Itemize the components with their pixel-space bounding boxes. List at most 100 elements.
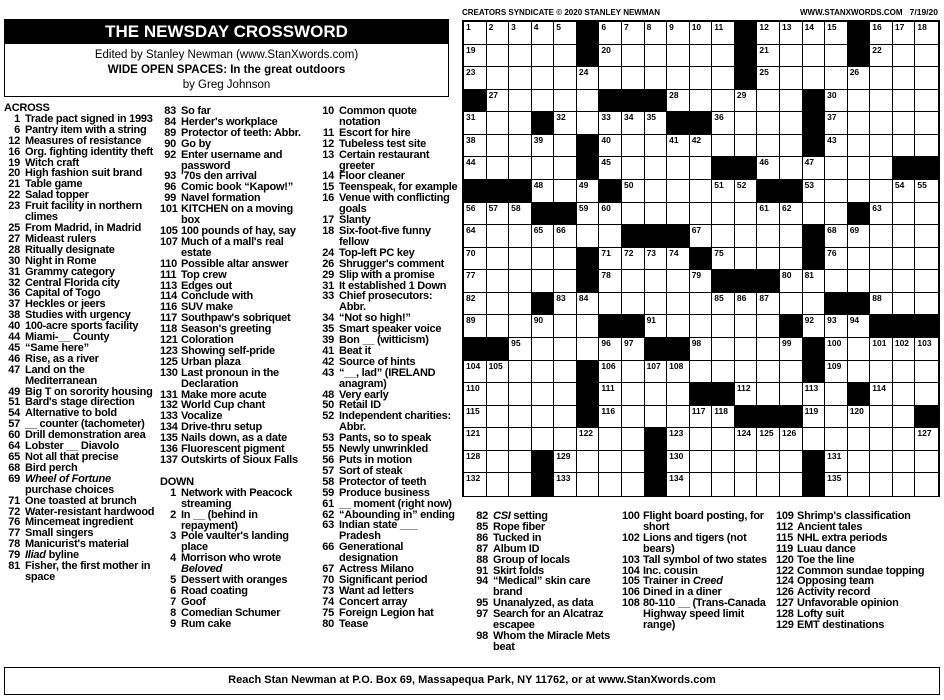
grid-cell[interactable]: 14 xyxy=(801,21,827,46)
grid-cell[interactable] xyxy=(711,314,736,339)
grid-cell[interactable] xyxy=(779,382,804,407)
grid-cell[interactable]: 116 xyxy=(598,404,623,430)
grid-cell[interactable] xyxy=(914,133,939,159)
grid-cell[interactable]: 49 xyxy=(575,179,601,204)
grid-cell[interactable] xyxy=(869,88,894,114)
grid-cell[interactable]: 2 xyxy=(485,21,511,46)
grid-cell[interactable] xyxy=(598,472,623,497)
grid-cell[interactable] xyxy=(891,427,917,452)
grid-cell[interactable] xyxy=(666,382,691,407)
grid-cell[interactable]: 1 xyxy=(463,21,488,46)
grid-cell[interactable]: 77 xyxy=(463,269,488,294)
grid-cell[interactable] xyxy=(553,359,578,385)
grid-cell[interactable] xyxy=(688,291,714,317)
grid-cell[interactable] xyxy=(711,133,736,159)
grid-cell[interactable]: 53 xyxy=(801,179,827,204)
grid-cell[interactable]: 132 xyxy=(463,472,488,497)
grid-cell[interactable] xyxy=(598,427,623,452)
grid-cell[interactable] xyxy=(643,269,669,294)
grid-cell[interactable] xyxy=(891,66,917,91)
grid-cell[interactable] xyxy=(733,337,759,362)
grid-cell[interactable] xyxy=(914,111,939,136)
grid-cell[interactable] xyxy=(779,156,804,181)
grid-cell[interactable] xyxy=(779,88,804,114)
grid-cell[interactable] xyxy=(824,179,849,204)
grid-cell[interactable]: 10 xyxy=(688,21,714,46)
grid-cell[interactable] xyxy=(666,66,691,91)
grid-cell[interactable] xyxy=(779,43,804,69)
grid-cell[interactable] xyxy=(711,337,736,362)
grid-cell[interactable] xyxy=(824,427,849,452)
grid-cell[interactable]: 66 xyxy=(553,224,578,249)
grid-cell[interactable]: 112 xyxy=(733,382,759,407)
grid-cell[interactable] xyxy=(756,337,781,362)
grid-cell[interactable] xyxy=(711,43,736,69)
grid-cell[interactable] xyxy=(575,449,601,475)
grid-cell[interactable]: 3 xyxy=(508,21,533,46)
grid-cell[interactable] xyxy=(485,246,511,272)
grid-cell[interactable] xyxy=(914,359,939,385)
grid-cell[interactable]: 65 xyxy=(530,224,556,249)
grid-cell[interactable] xyxy=(553,246,578,272)
grid-cell[interactable]: 110 xyxy=(463,382,488,407)
grid-cell[interactable] xyxy=(846,449,872,475)
grid-cell[interactable] xyxy=(530,337,556,362)
grid-cell[interactable] xyxy=(508,88,533,114)
grid-cell[interactable] xyxy=(621,359,646,385)
grid-cell[interactable] xyxy=(891,404,917,430)
grid-cell[interactable] xyxy=(801,427,827,452)
grid-cell[interactable] xyxy=(869,404,894,430)
grid-cell[interactable] xyxy=(733,449,759,475)
grid-cell[interactable] xyxy=(779,472,804,497)
grid-cell[interactable] xyxy=(553,133,578,159)
grid-cell[interactable]: 133 xyxy=(553,472,578,497)
grid-cell[interactable] xyxy=(621,43,646,69)
grid-cell[interactable] xyxy=(914,472,939,497)
grid-cell[interactable] xyxy=(846,269,872,294)
grid-cell[interactable]: 108 xyxy=(666,359,691,385)
grid-cell[interactable] xyxy=(891,201,917,227)
grid-cell[interactable] xyxy=(869,111,894,136)
grid-cell[interactable] xyxy=(869,133,894,159)
grid-cell[interactable]: 75 xyxy=(711,246,736,272)
grid-cell[interactable]: 101 xyxy=(869,337,894,362)
grid-cell[interactable] xyxy=(508,246,533,272)
grid-cell[interactable] xyxy=(891,133,917,159)
grid-cell[interactable] xyxy=(869,224,894,249)
grid-cell[interactable]: 106 xyxy=(598,359,623,385)
grid-cell[interactable]: 78 xyxy=(598,269,623,294)
grid-cell[interactable] xyxy=(666,314,691,339)
grid-cell[interactable] xyxy=(869,269,894,294)
grid-cell[interactable] xyxy=(711,359,736,385)
grid-cell[interactable] xyxy=(553,66,578,91)
grid-cell[interactable] xyxy=(891,246,917,272)
grid-cell[interactable]: 130 xyxy=(666,449,691,475)
grid-cell[interactable]: 97 xyxy=(621,337,646,362)
grid-cell[interactable]: 13 xyxy=(779,21,804,46)
grid-cell[interactable] xyxy=(621,269,646,294)
grid-cell[interactable]: 120 xyxy=(846,404,872,430)
grid-cell[interactable] xyxy=(666,156,691,181)
grid-cell[interactable] xyxy=(485,224,511,249)
grid-cell[interactable] xyxy=(643,382,669,407)
grid-cell[interactable] xyxy=(891,449,917,475)
grid-cell[interactable]: 90 xyxy=(530,314,556,339)
grid-cell[interactable]: 115 xyxy=(463,404,488,430)
grid-cell[interactable]: 5 xyxy=(553,21,578,46)
grid-cell[interactable] xyxy=(530,88,556,114)
grid-cell[interactable]: 36 xyxy=(711,111,736,136)
grid-cell[interactable]: 34 xyxy=(621,111,646,136)
grid-cell[interactable] xyxy=(666,269,691,294)
grid-cell[interactable] xyxy=(530,43,556,69)
grid-cell[interactable] xyxy=(530,66,556,91)
grid-cell[interactable]: 98 xyxy=(688,337,714,362)
grid-cell[interactable] xyxy=(643,133,669,159)
grid-cell[interactable]: 33 xyxy=(598,111,623,136)
grid-cell[interactable] xyxy=(508,133,533,159)
grid-cell[interactable]: 59 xyxy=(575,201,601,227)
grid-cell[interactable] xyxy=(756,133,781,159)
grid-cell[interactable] xyxy=(621,291,646,317)
grid-cell[interactable] xyxy=(688,359,714,385)
grid-cell[interactable] xyxy=(530,427,556,452)
grid-cell[interactable] xyxy=(756,359,781,385)
